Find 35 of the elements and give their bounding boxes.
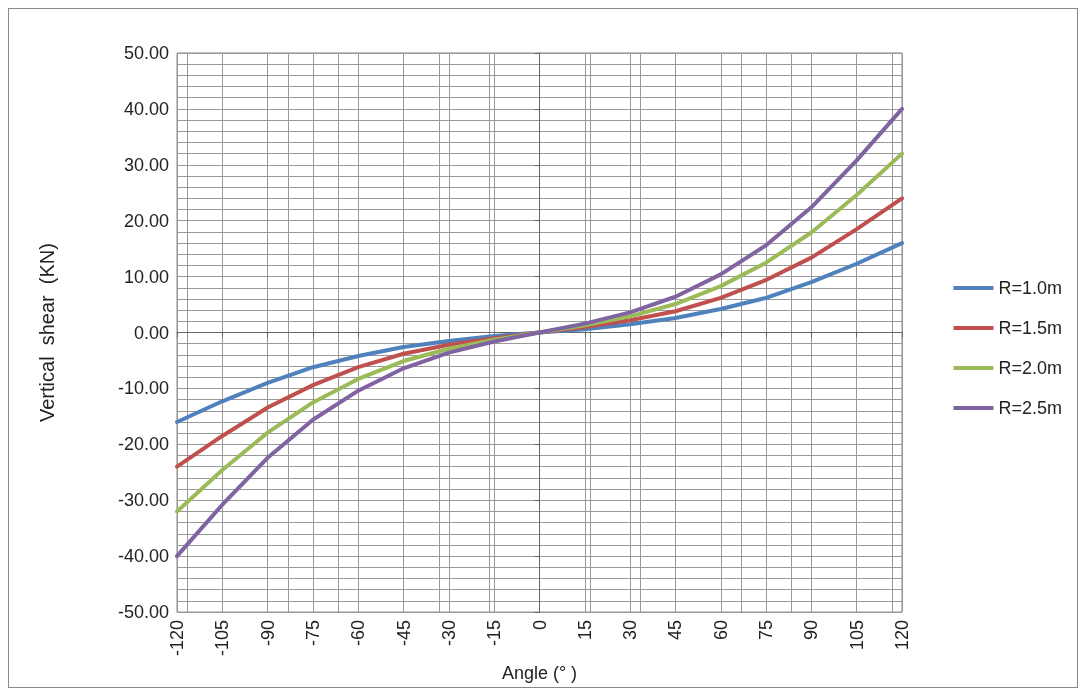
y-tick-label: 10.00 xyxy=(123,266,169,287)
x-tick-label: 15 xyxy=(574,620,595,641)
line-series xyxy=(175,106,904,559)
y-tick-label: 40.00 xyxy=(123,98,169,119)
x-tick-label: 120 xyxy=(892,620,912,651)
x-tick-label: 30 xyxy=(620,620,641,641)
y-tick-label: 0.00 xyxy=(133,322,169,343)
legend-label: R=2.0m xyxy=(998,358,1062,378)
x-tick-label: 45 xyxy=(665,620,686,641)
y-tick-label: -10.00 xyxy=(117,378,169,399)
y-tick-label: -20.00 xyxy=(117,434,169,455)
x-tick-label: -75 xyxy=(302,620,323,647)
legend-label: R=1.0m xyxy=(998,278,1062,298)
y-tick-label: 30.00 xyxy=(123,154,169,175)
legend-label: R=2.5m xyxy=(998,398,1062,418)
x-tick-label: -45 xyxy=(393,620,414,647)
x-tick-label: 60 xyxy=(710,620,731,641)
x-tick-label: -120 xyxy=(167,620,187,657)
y-tick-label: -40.00 xyxy=(117,546,169,567)
y-tick-label: -30.00 xyxy=(117,490,169,511)
y-tick-label: 20.00 xyxy=(123,210,169,231)
x-tick-label: -60 xyxy=(348,620,369,647)
y-tick-label: -50.00 xyxy=(117,602,169,623)
y-axis-title: Vertical shear (KN) xyxy=(36,243,58,423)
x-axis-title: Angle (° ) xyxy=(501,663,578,683)
x-tick-label: -30 xyxy=(438,620,459,647)
x-tick-label: 75 xyxy=(756,620,777,641)
x-tick-label: 105 xyxy=(846,620,867,651)
x-tick-label: -105 xyxy=(212,620,233,657)
legend-label: R=1.5m xyxy=(998,318,1062,338)
x-tick-label: -15 xyxy=(484,620,505,647)
y-tick-label: 50.00 xyxy=(123,43,169,63)
x-tick-label: 0 xyxy=(529,620,550,631)
x-tick-label: -90 xyxy=(257,620,278,647)
x-tick-label: 90 xyxy=(801,620,822,641)
